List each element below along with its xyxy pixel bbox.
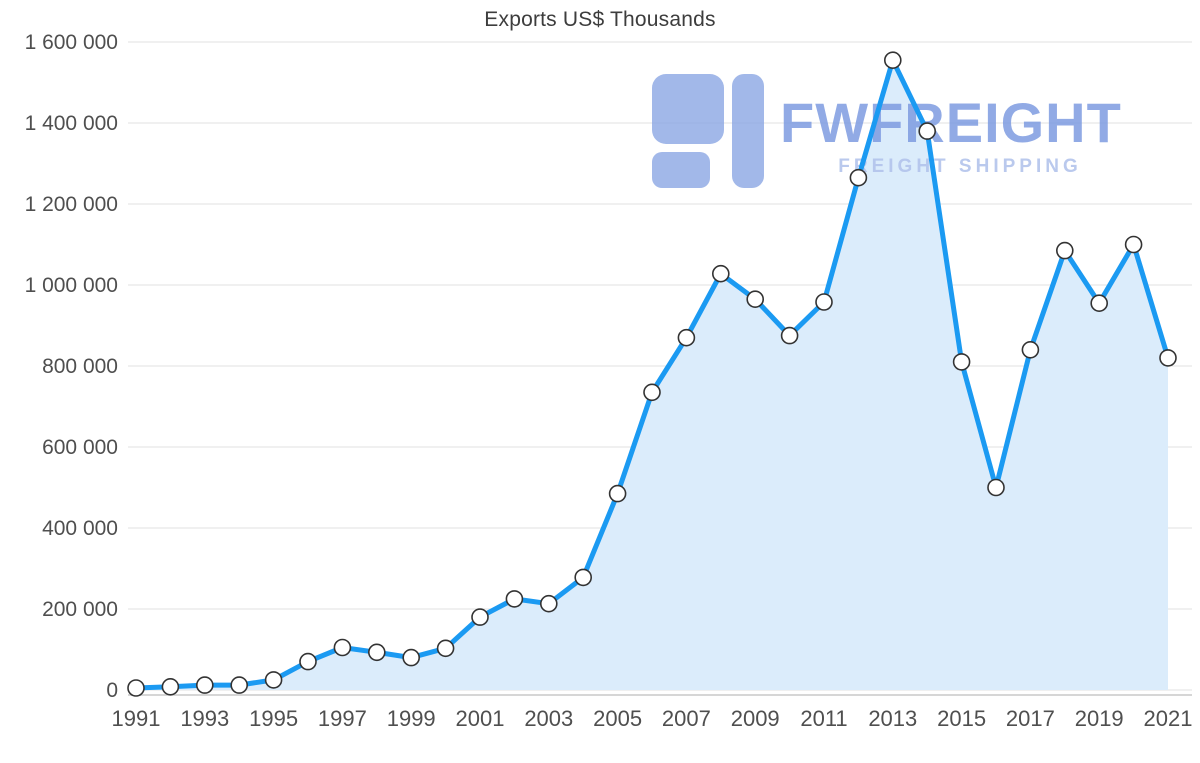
x-tick-label: 2009 (731, 706, 780, 731)
data-point-marker (402, 648, 421, 667)
data-point-marker (333, 638, 352, 657)
data-point-marker (952, 353, 971, 371)
data-point-marker (230, 676, 248, 694)
x-tick-label: 2017 (1006, 706, 1055, 731)
data-point-marker (299, 652, 317, 671)
data-point-marker (1090, 294, 1108, 313)
data-point-marker (643, 383, 661, 402)
x-tick-label: 2003 (524, 706, 573, 731)
data-point-marker (883, 51, 902, 70)
watermark-text: FWFREIGHT (780, 91, 1122, 154)
x-tick-label: 1991 (112, 706, 161, 731)
data-point-marker (367, 643, 386, 662)
x-tick-label: 2015 (937, 706, 986, 731)
x-tick-label: 2021 (1144, 706, 1193, 731)
data-point-marker (264, 671, 283, 689)
data-point-marker (815, 293, 833, 311)
x-tick-label: 2019 (1075, 706, 1124, 731)
y-tick-label: 1 200 000 (25, 193, 118, 216)
data-point-marker (1021, 340, 1040, 359)
data-point-marker (471, 608, 489, 626)
x-tick-label: 1993 (180, 706, 229, 731)
x-tick-label: 2001 (456, 706, 505, 731)
data-point-marker (1056, 241, 1074, 260)
chart-title: Exports US$ Thousands (484, 8, 716, 31)
y-tick-label: 0 (106, 679, 118, 702)
y-tick-label: 1 000 000 (25, 274, 118, 297)
data-point-marker (574, 568, 593, 587)
data-point-marker (539, 594, 558, 613)
data-point-marker (505, 590, 524, 608)
watermark-subtitle: FREIGHT SHIPPING (838, 156, 1081, 177)
data-point-marker (196, 676, 214, 694)
data-point-marker (918, 122, 937, 140)
y-tick-label: 1 600 000 (25, 31, 118, 54)
data-point-marker (127, 679, 145, 697)
x-tick-label: 2007 (662, 706, 711, 731)
data-point-marker (436, 639, 455, 658)
x-tick-label: 1995 (249, 706, 298, 731)
area-fill (136, 60, 1168, 690)
watermark-logo-icon (652, 74, 724, 144)
y-tick-label: 800 000 (42, 355, 118, 378)
x-tick-label: 1999 (387, 706, 436, 731)
x-tick-label: 2013 (868, 706, 917, 731)
y-tick-label: 400 000 (42, 517, 118, 540)
data-point-marker (711, 264, 730, 283)
y-tick-label: 600 000 (42, 436, 118, 459)
data-point-marker (161, 677, 180, 696)
watermark-logo-icon (732, 74, 764, 188)
data-point-marker (1124, 235, 1143, 254)
data-point-marker (746, 290, 765, 309)
data-point-marker (987, 478, 1005, 497)
watermark-logo-icon (652, 152, 710, 188)
data-point-marker (608, 484, 627, 503)
data-point-marker (1159, 349, 1177, 367)
y-tick-label: 1 400 000 (25, 112, 118, 135)
data-point-marker (677, 328, 696, 347)
data-point-marker (849, 168, 868, 187)
x-tick-label: 2005 (593, 706, 642, 731)
data-point-marker (780, 326, 799, 345)
x-tick-label: 2011 (800, 706, 847, 731)
x-tick-label: 1997 (318, 706, 367, 731)
y-tick-label: 200 000 (42, 598, 118, 621)
